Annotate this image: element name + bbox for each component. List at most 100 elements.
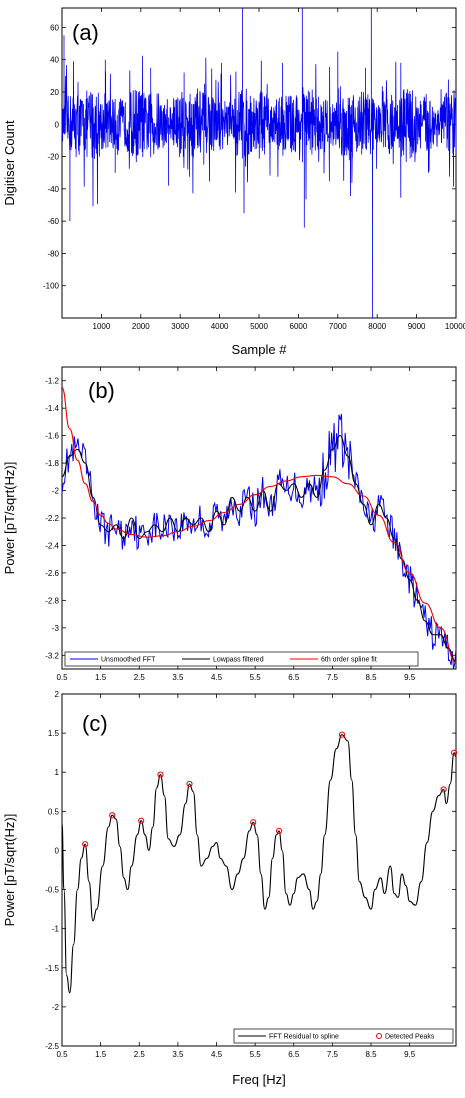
panel-b-legend: Unsmoothed FFT Lowpass filtered 6th orde…	[64, 651, 419, 667]
signal-line	[61, 7, 457, 319]
y-tick-label: 40	[50, 56, 59, 65]
x-tick-label: 8000	[368, 322, 386, 331]
legend-swatch-peaks	[376, 1033, 382, 1039]
y-tick-label: 1.5	[48, 729, 60, 738]
y-tick-label: -1.4	[45, 404, 59, 413]
panel-b-ylabel: Power [pT/sqrt(Hz)]	[2, 462, 17, 575]
panel-c-legend-box	[233, 1028, 454, 1044]
panel-b-chart: 0.5 1.5 2.5 3.5 4.5 5.5 6.5 7.5 8.5 9.5 -3.2 -3 -2.8…	[2, 366, 457, 682]
y-tick-label: -1	[52, 925, 60, 934]
y-tick-label: -2.5	[45, 1042, 59, 1051]
detected-peak-marker	[186, 780, 193, 788]
x-tick-label: 5000	[250, 322, 268, 331]
y-tick-label: -40	[47, 185, 59, 194]
x-tick-label: 2000	[132, 322, 150, 331]
y-tick-label: -2.6	[45, 569, 59, 578]
x-tick-label: 5.5	[250, 1050, 262, 1059]
legend-label-unsmoothed: Unsmoothed FFT	[101, 657, 156, 664]
x-tick-label: 3.5	[172, 1050, 184, 1059]
y-tick-label: -1.5	[45, 964, 59, 973]
x-tick-label: 3000	[171, 322, 189, 331]
y-tick-label: -2.8	[45, 596, 59, 605]
x-tick-label: 6.5	[288, 673, 300, 682]
x-tick-label: 3.5	[172, 673, 184, 682]
panel-c-series	[61, 731, 458, 994]
x-tick-label: 4.5	[211, 1050, 223, 1059]
panel-c-label: (c)	[82, 711, 108, 736]
x-tick-label: 9.5	[404, 1050, 416, 1059]
x-tick-label: 10000	[445, 322, 465, 331]
fft-residual-line	[61, 734, 457, 994]
legend-label-peaks: Detected Peaks	[385, 1034, 435, 1041]
panel-a-chart: 1000 2000 3000 4000 5000 6000 7000 8000 9000 1000…	[2, 7, 465, 357]
lowpass-filtered-line	[61, 435, 457, 663]
y-tick-label: -3	[52, 624, 60, 633]
x-tick-label: 9000	[408, 322, 426, 331]
y-tick-label: -60	[47, 217, 59, 226]
x-tick-label: 6000	[290, 322, 308, 331]
y-tick-label: 0	[55, 120, 60, 129]
panel-b-legend-box	[64, 651, 419, 667]
y-tick-label: -2.2	[45, 514, 59, 523]
y-tick-label: -1.2	[45, 377, 59, 386]
detected-peak-marker	[109, 812, 116, 819]
detected-peak-marker	[82, 841, 89, 848]
x-tick-label: 7000	[329, 322, 347, 331]
panel-a-label: (a)	[72, 20, 99, 45]
panel-b-label: (b)	[88, 378, 115, 403]
x-tick-label: 2.5	[134, 673, 146, 682]
y-tick-label: 0.5	[48, 807, 60, 816]
detected-peak-marker	[275, 827, 283, 834]
y-tick-label: 0	[55, 846, 60, 855]
panel-c-plot-area	[61, 693, 457, 1047]
y-tick-label: 2	[55, 690, 60, 699]
x-tick-label: 4000	[211, 322, 229, 331]
y-tick-label: 1	[55, 768, 60, 777]
x-tick-label: 4.5	[211, 673, 223, 682]
panel-b-ticks: 0.5 1.5 2.5 3.5 4.5 5.5 6.5 7.5 8.5 9.5 -3.2 -3 -2.8…	[45, 367, 456, 682]
legend-label-residual: FFT Residual to spline	[269, 1034, 339, 1041]
x-tick-label: 0.5	[56, 673, 68, 682]
x-tick-label: 0.5	[56, 1050, 68, 1059]
x-tick-label: 8.5	[365, 673, 377, 682]
x-tick-label: 8.5	[365, 1050, 377, 1059]
y-tick-label: -1.8	[45, 459, 59, 468]
y-tick-label: -2	[52, 1003, 60, 1012]
panel-b-plot-area	[61, 366, 457, 670]
panel-a-xlabel: Sample #	[232, 342, 288, 357]
y-tick-label: -0.5	[45, 886, 59, 895]
detected-peak-marker	[338, 731, 346, 738]
panel-a-ylabel: Digitiser Count	[2, 120, 17, 206]
x-tick-label: 9.5	[404, 673, 416, 682]
y-tick-label: -80	[47, 249, 59, 258]
x-tick-label: 6.5	[288, 1050, 300, 1059]
x-tick-label: 7.5	[327, 673, 339, 682]
panel-c-chart: 0.5 1.5 2.5 3.5 4.5 5.5 6.5 7.5 8.5 9.5 -2.5 -2 -1.5…	[2, 690, 458, 1087]
detected-peak-marker	[157, 771, 164, 778]
panel-b-series	[61, 387, 457, 670]
panel-a-ticks: 1000 2000 3000 4000 5000 6000 7000 8000 9000 1000…	[43, 8, 465, 331]
y-tick-label: -2	[52, 487, 60, 496]
detected-peak-marker	[138, 817, 145, 824]
panel-c-xlabel: Freq [Hz]	[232, 1072, 285, 1087]
y-tick-label: -20	[47, 153, 59, 162]
y-tick-label: -1.6	[45, 432, 59, 441]
x-tick-label: 7.5	[327, 1050, 339, 1059]
panel-a-signal-series	[61, 7, 457, 319]
panel-c-ylabel: Power [pT/sqrt(Hz)]	[2, 814, 17, 927]
spline-fit-line	[61, 387, 457, 663]
x-tick-label: 1.5	[95, 673, 107, 682]
x-tick-label: 5.5	[250, 673, 262, 682]
legend-label-spline: 6th order spline fit	[321, 657, 377, 664]
x-tick-label: 1.5	[95, 1050, 107, 1059]
y-tick-label: -100	[43, 282, 60, 291]
panel-c-ticks: 0.5 1.5 2.5 3.5 4.5 5.5 6.5 7.5 8.5 9.5 -2.5 -2 -1.5…	[45, 690, 456, 1059]
y-tick-label: -3.2	[45, 651, 59, 660]
x-tick-label: 2.5	[134, 1050, 146, 1059]
y-tick-label: -2.4	[45, 541, 59, 550]
y-tick-label: 20	[50, 88, 59, 97]
y-tick-label: 60	[50, 23, 59, 32]
detected-peak-marker	[450, 749, 458, 756]
legend-label-lowpass: Lowpass filtered	[213, 657, 264, 664]
